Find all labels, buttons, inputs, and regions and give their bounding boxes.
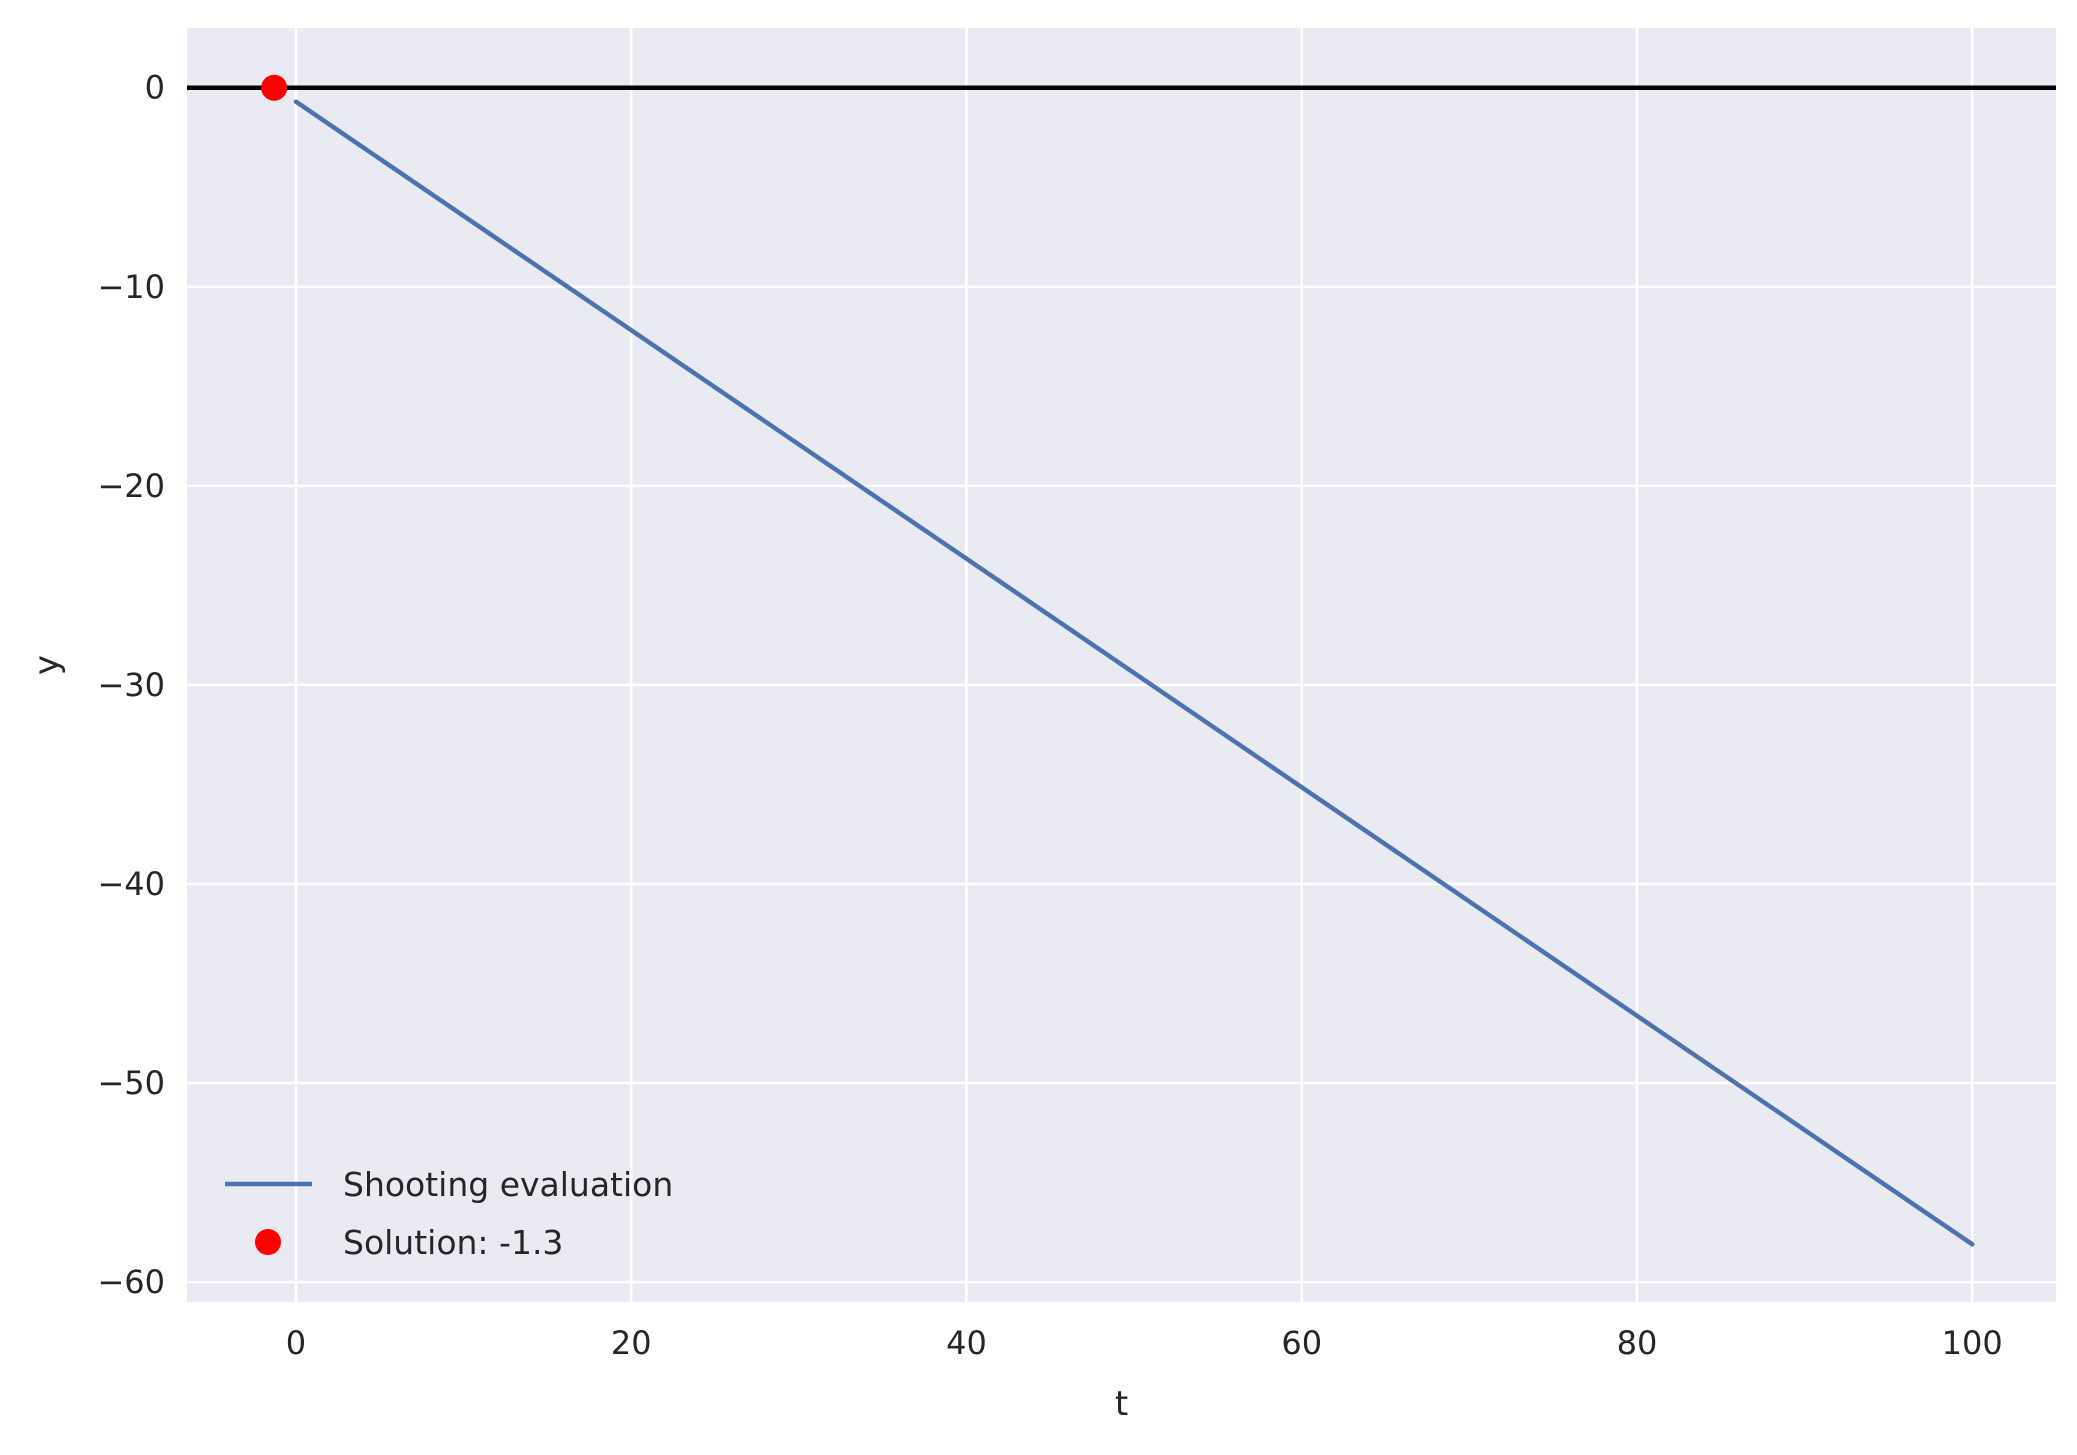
x-tick-label: 20: [611, 1324, 652, 1362]
y-tick-label: −50: [97, 1064, 165, 1102]
x-tick-labels: 0 20 40 60 80 100: [286, 1324, 2003, 1362]
y-tick-label: −40: [97, 865, 165, 903]
y-axis-label: y: [27, 655, 67, 675]
series-layer: [261, 74, 1975, 1247]
legend-label-solution: Solution: -1.3: [343, 1223, 563, 1262]
legend: Shooting evaluation Solution: -1.3: [225, 1165, 673, 1262]
y-tick-label: −60: [97, 1263, 165, 1301]
y-tick-label: 0: [145, 69, 165, 107]
x-axis-label: t: [1115, 1384, 1128, 1424]
shooting-evaluation-line: [293, 99, 1975, 1247]
y-tick-label: −20: [97, 467, 165, 505]
x-tick-label: 100: [1942, 1324, 2003, 1362]
solution-point: [261, 74, 288, 101]
x-tick-label: 0: [286, 1324, 306, 1362]
legend-label-shooting-evaluation: Shooting evaluation: [343, 1165, 673, 1204]
x-tick-label: 80: [1617, 1324, 1658, 1362]
legend-swatch-solution: [255, 1229, 281, 1255]
y-tick-labels: 0 −10 −20 −30 −40 −50 −60: [97, 69, 165, 1301]
x-tick-label: 60: [1281, 1324, 1322, 1362]
x-tick-label: 40: [946, 1324, 987, 1362]
grid-lines: [187, 28, 2056, 1302]
y-tick-label: −30: [97, 666, 165, 704]
y-tick-label: −10: [97, 268, 165, 306]
